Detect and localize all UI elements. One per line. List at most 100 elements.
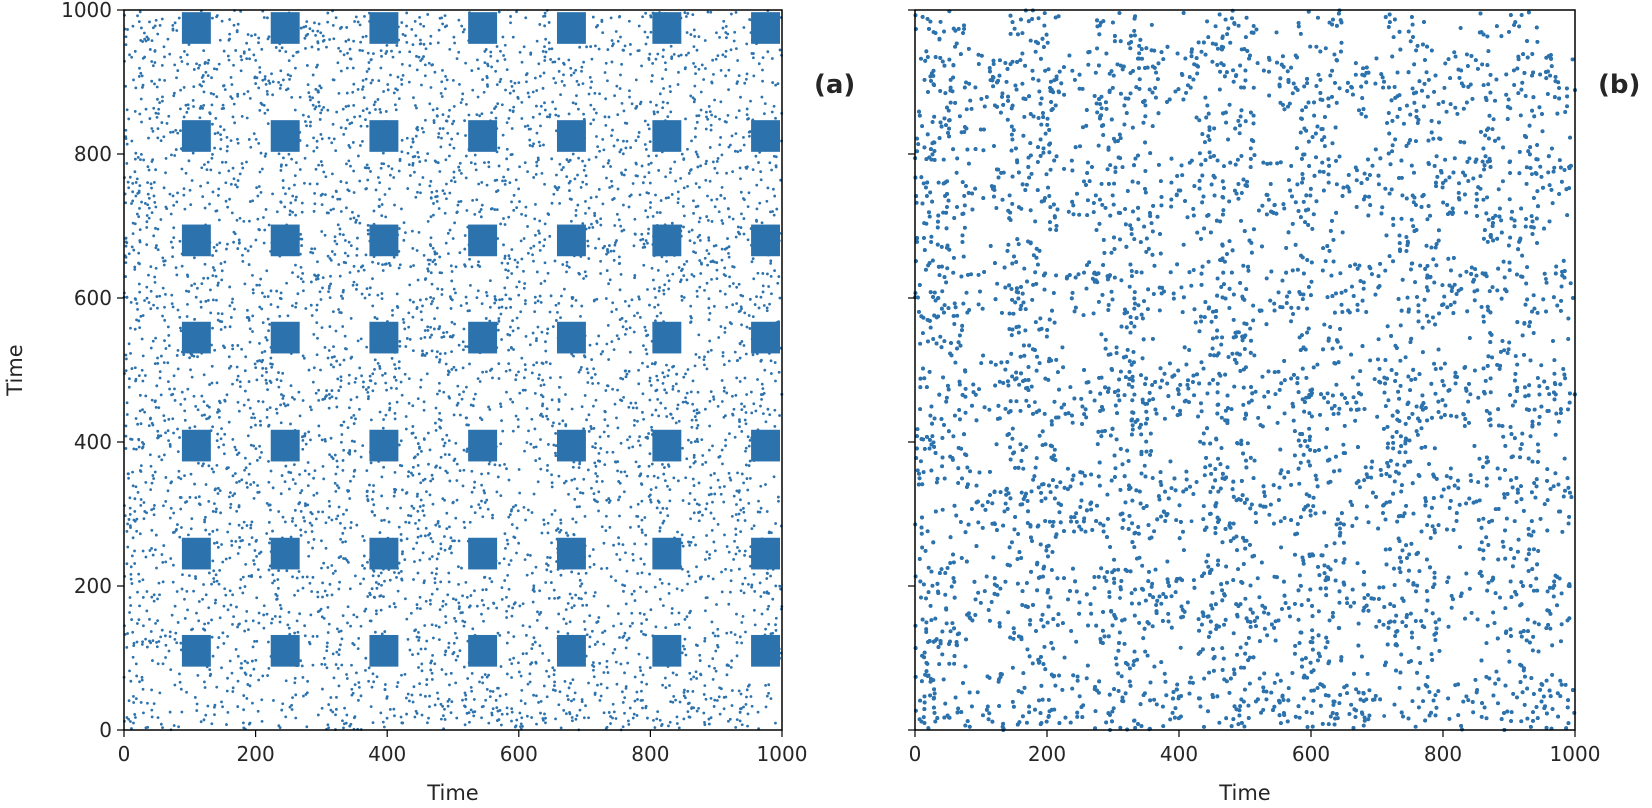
recurrence-point (418, 595, 422, 599)
recurrence-block (369, 224, 399, 257)
recurrence-point (660, 255, 664, 259)
recurrence-point (423, 624, 427, 627)
recurrence-point (357, 214, 360, 218)
recurrence-point (707, 717, 711, 721)
recurrence-point (644, 11, 648, 15)
recurrence-point (457, 343, 461, 347)
recurrence-point (737, 689, 741, 693)
recurrence-point (738, 719, 742, 723)
recurrence-point (339, 629, 343, 633)
recurrence-point (509, 80, 513, 83)
recurrence-point (126, 545, 130, 549)
recurrence-point (563, 84, 566, 87)
recurrence-point (753, 590, 757, 593)
recurrence-point (539, 611, 543, 614)
recurrence-point (444, 621, 448, 625)
recurrence-point (759, 404, 762, 408)
recurrence-point (353, 440, 356, 444)
recurrence-point (723, 196, 727, 200)
recurrence-point (356, 88, 360, 91)
recurrence-point (380, 162, 384, 166)
recurrence-point (557, 114, 560, 118)
recurrence-point (483, 325, 487, 329)
recurrence-point (776, 452, 780, 456)
recurrence-point (543, 45, 546, 49)
recurrence-point (314, 87, 318, 91)
recurrence-point (223, 398, 227, 402)
recurrence-point (216, 318, 220, 322)
recurrence-point (185, 315, 189, 318)
recurrence-point (578, 505, 581, 509)
recurrence-point (580, 698, 584, 701)
recurrence-point (544, 721, 547, 725)
recurrence-point (319, 31, 323, 35)
recurrence-point (240, 58, 244, 62)
recurrence-point (206, 160, 210, 164)
recurrence-point (443, 14, 447, 18)
recurrence-point (577, 83, 581, 87)
recurrence-point (209, 288, 212, 292)
recurrence-point (291, 241, 295, 245)
recurrence-point (761, 387, 765, 391)
recurrence-point (539, 282, 543, 285)
recurrence-point (606, 323, 610, 327)
recurrence-point (225, 723, 228, 726)
recurrence-point (433, 581, 437, 585)
recurrence-point (305, 64, 309, 67)
recurrence-point (165, 121, 169, 125)
recurrence-point (202, 400, 206, 404)
recurrence-point (685, 259, 689, 263)
recurrence-point (606, 671, 610, 674)
recurrence-point (545, 332, 549, 335)
recurrence-point (411, 473, 415, 477)
recurrence-point (496, 328, 500, 332)
recurrence-point (426, 152, 430, 156)
recurrence-point (661, 55, 665, 59)
recurrence-point (277, 569, 280, 573)
recurrence-point (349, 398, 353, 402)
recurrence-point (294, 161, 298, 165)
recurrence-point (204, 483, 208, 486)
recurrence-point (301, 289, 305, 293)
recurrence-point (581, 180, 585, 184)
recurrence-point (380, 475, 384, 479)
recurrence-point (451, 597, 455, 601)
recurrence-point (319, 368, 322, 372)
recurrence-point (691, 13, 695, 17)
recurrence-point (366, 51, 370, 55)
recurrence-point (138, 228, 142, 232)
recurrence-point (425, 683, 429, 687)
recurrence-point (542, 244, 546, 248)
recurrence-point (322, 561, 326, 565)
recurrence-point (393, 490, 397, 494)
recurrence-point (189, 352, 193, 355)
recurrence-point (287, 539, 290, 543)
recurrence-point (445, 330, 449, 334)
recurrence-point (643, 119, 647, 123)
recurrence-point (182, 86, 186, 89)
recurrence-point (358, 48, 362, 52)
recurrence-point (395, 292, 399, 296)
recurrence-point (708, 399, 712, 403)
recurrence-point (304, 442, 308, 446)
recurrence-point (204, 713, 208, 717)
recurrence-point (541, 362, 545, 366)
recurrence-point (346, 254, 350, 258)
recurrence-point (340, 637, 344, 641)
recurrence-point (164, 293, 167, 296)
recurrence-point (661, 604, 665, 608)
recurrence-point (502, 557, 506, 561)
recurrence-point (658, 597, 662, 601)
recurrence-point (729, 579, 733, 583)
recurrence-point (750, 583, 754, 587)
recurrence-point (288, 209, 292, 213)
recurrence-point (574, 209, 578, 212)
recurrence-point (253, 76, 257, 80)
recurrence-point (592, 426, 596, 430)
recurrence-point (455, 498, 459, 502)
recurrence-point (345, 508, 348, 512)
recurrence-point (284, 50, 288, 54)
recurrence-point (636, 502, 640, 506)
recurrence-point (330, 389, 334, 392)
recurrence-point (438, 255, 442, 259)
